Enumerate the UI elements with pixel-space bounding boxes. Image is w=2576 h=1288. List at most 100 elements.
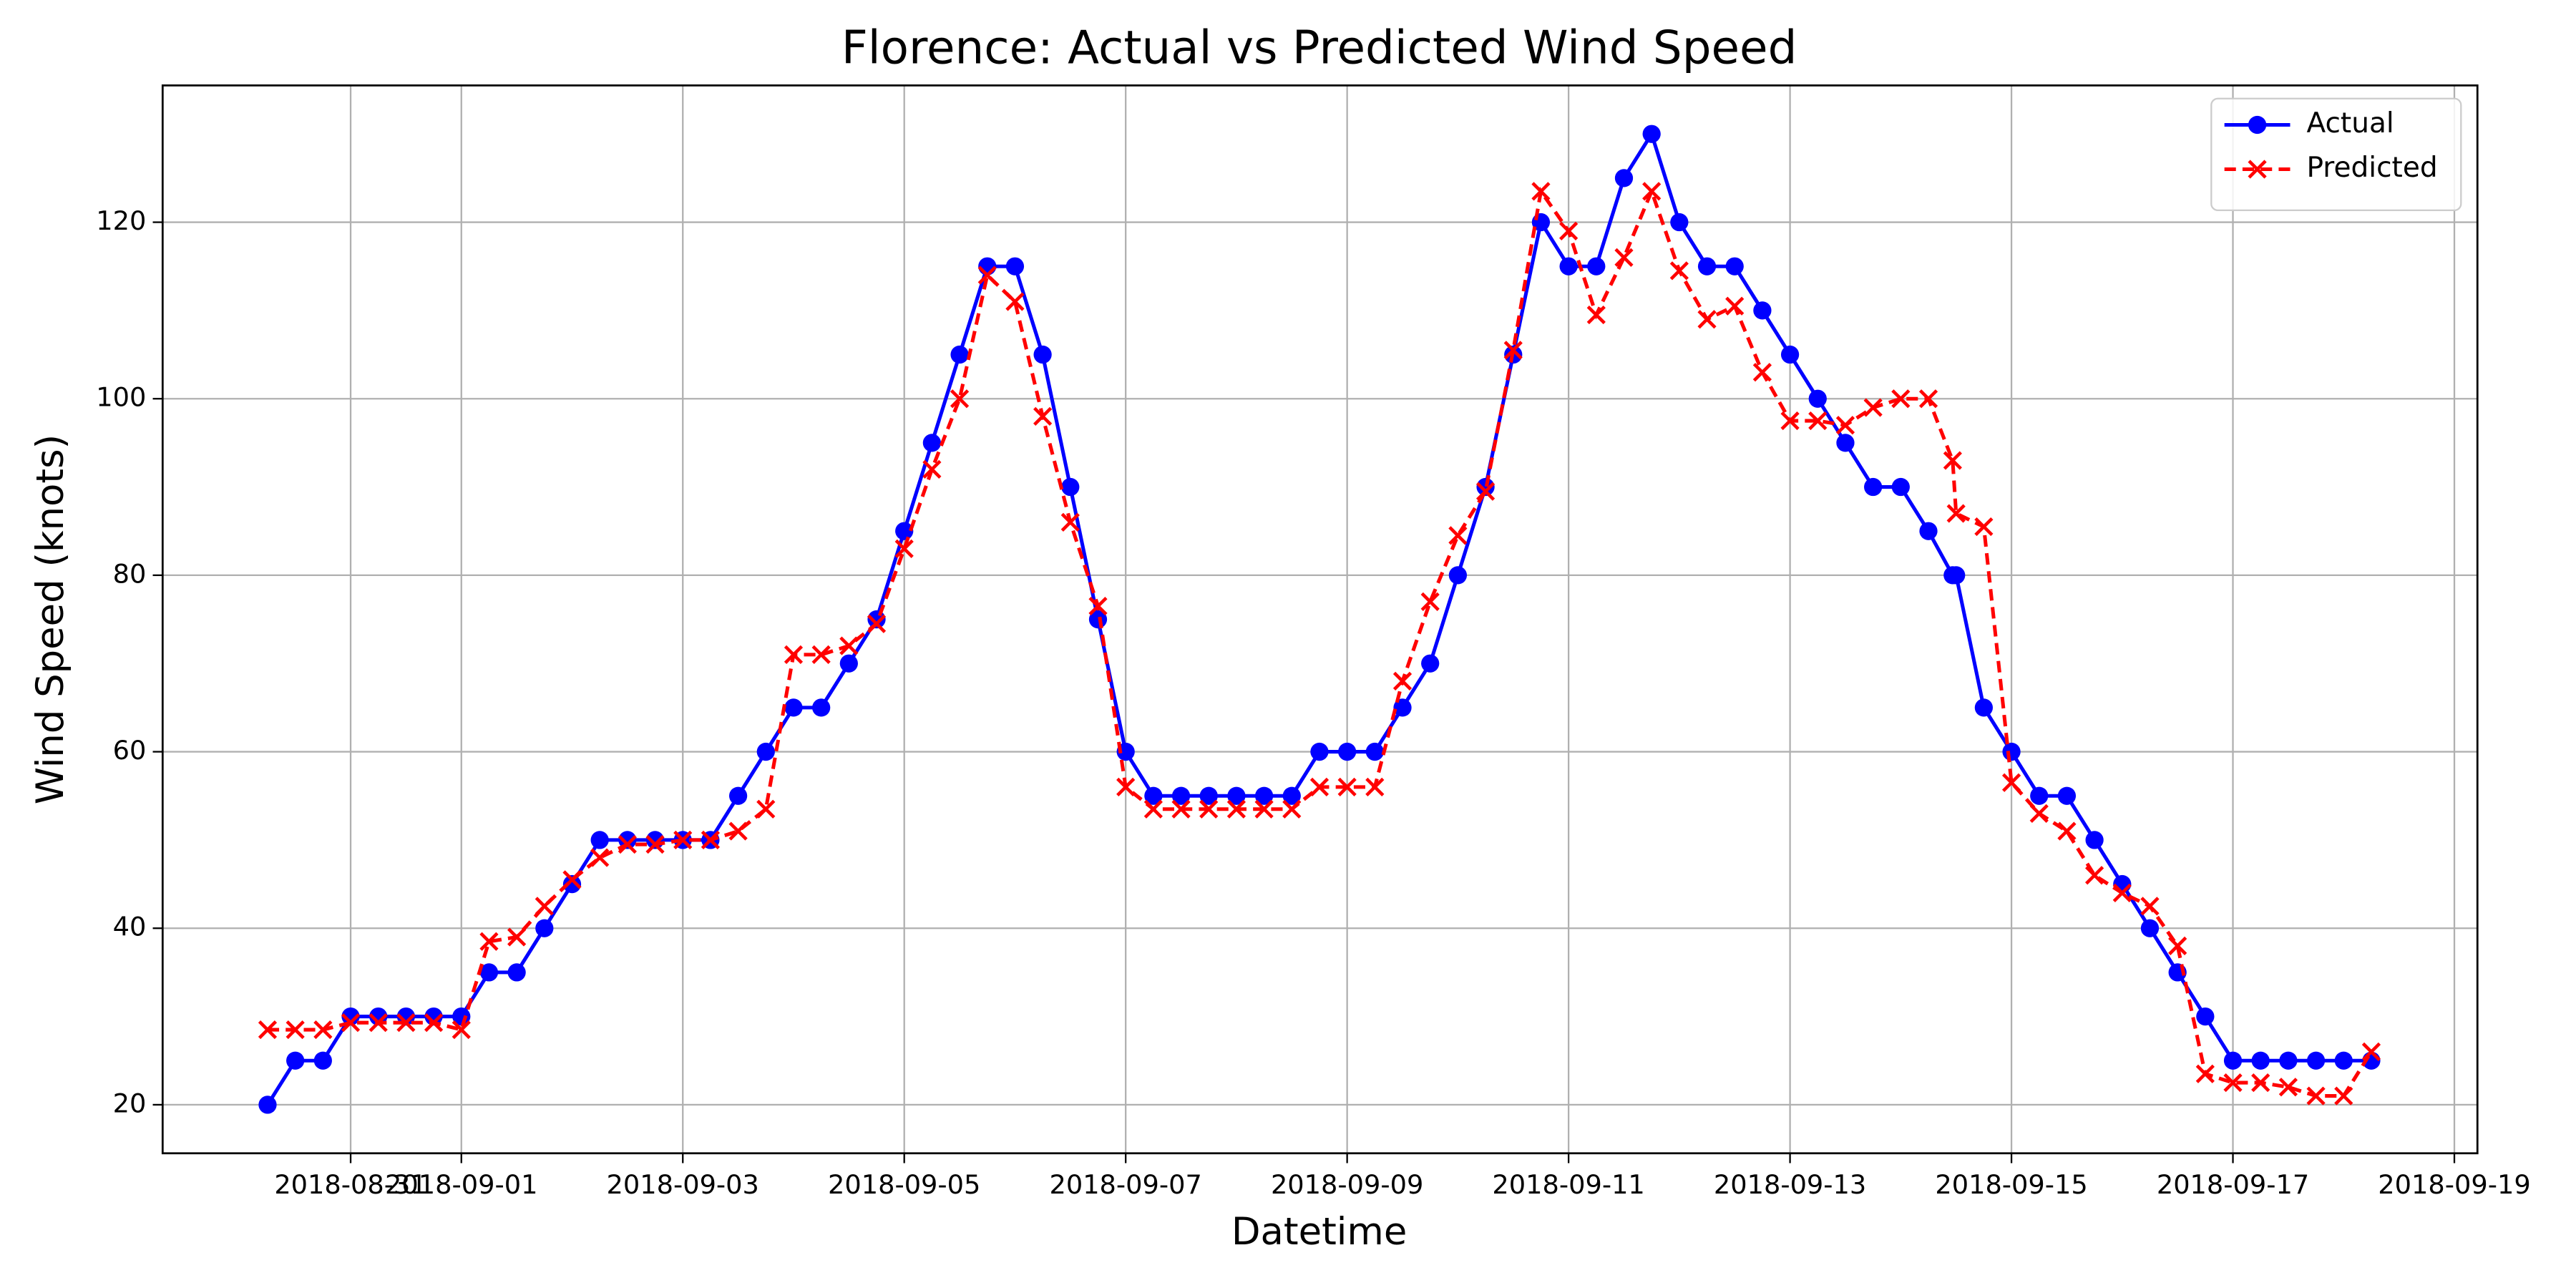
point — [1005, 292, 1025, 311]
point — [341, 1013, 361, 1033]
point — [1254, 786, 1274, 805]
point — [1697, 310, 1717, 329]
point — [922, 434, 942, 452]
point — [2196, 1007, 2215, 1026]
legend-marker — [2248, 115, 2267, 135]
point — [1614, 169, 1634, 187]
point — [1974, 517, 1994, 537]
point — [812, 698, 831, 717]
legend-label: Actual — [2306, 107, 2394, 140]
point — [1060, 512, 1080, 532]
point — [1309, 777, 1330, 796]
point — [2334, 1051, 2353, 1070]
point — [728, 786, 748, 805]
point — [756, 742, 775, 761]
point — [258, 1020, 278, 1040]
point — [2140, 897, 2160, 916]
point — [784, 645, 804, 664]
point — [2195, 1064, 2215, 1083]
point — [1642, 182, 1662, 201]
point — [590, 831, 609, 849]
point — [2057, 786, 2077, 805]
point — [507, 963, 526, 982]
x-tick-label: 2018-09-15 — [1935, 1169, 2087, 1200]
point — [1393, 698, 1412, 717]
point — [479, 963, 499, 982]
point — [1310, 742, 1329, 761]
point — [2140, 919, 2160, 937]
point — [2306, 1086, 2326, 1106]
point — [2085, 831, 2104, 849]
point — [1559, 257, 1578, 275]
point — [2278, 1078, 2298, 1097]
point — [369, 1013, 388, 1033]
point — [1033, 345, 1052, 364]
point — [1725, 257, 1744, 275]
point — [1171, 799, 1191, 819]
point — [2112, 883, 2132, 903]
point — [1919, 522, 1938, 540]
point — [1918, 389, 1938, 409]
point — [978, 257, 997, 275]
point — [1835, 416, 1855, 435]
point — [673, 830, 693, 850]
point — [922, 459, 942, 479]
point — [2279, 1051, 2298, 1070]
point — [1005, 257, 1025, 275]
legend: Actual Predicted — [2210, 97, 2462, 212]
point — [1669, 261, 1689, 280]
x-tick-label: 2018-09-05 — [828, 1169, 980, 1200]
point — [1586, 305, 1606, 325]
point — [396, 1013, 416, 1033]
point — [1448, 566, 1468, 585]
point — [2223, 1051, 2243, 1070]
point — [479, 932, 499, 951]
y-tick-label: 120 — [96, 205, 146, 236]
point — [756, 799, 776, 819]
point — [839, 654, 858, 673]
point — [2251, 1051, 2270, 1070]
point — [950, 389, 970, 409]
point — [1421, 654, 1440, 673]
point — [1227, 786, 1246, 805]
plot-frame — [161, 84, 2479, 1155]
point — [2030, 786, 2049, 805]
point — [1642, 125, 1661, 143]
point — [1780, 345, 1800, 364]
point — [1670, 213, 1689, 232]
point — [1143, 799, 1163, 819]
point — [341, 1007, 360, 1026]
point — [1864, 477, 1883, 497]
point — [618, 834, 637, 854]
y-tick-label: 80 — [113, 558, 147, 589]
point — [1254, 799, 1274, 819]
point — [1947, 566, 1966, 585]
point — [286, 1051, 305, 1070]
point — [2251, 1073, 2270, 1093]
point — [590, 848, 610, 867]
point — [1587, 257, 1606, 275]
point — [258, 1096, 277, 1114]
point — [313, 1020, 333, 1040]
x-tick-label: 2018-09-03 — [607, 1169, 759, 1200]
point — [1420, 592, 1440, 611]
point — [1116, 777, 1136, 796]
point — [701, 830, 721, 850]
point — [2334, 1086, 2353, 1106]
point — [452, 1020, 471, 1040]
y-tick-label: 20 — [113, 1088, 147, 1118]
point — [1171, 786, 1191, 805]
point — [1365, 742, 1384, 761]
x-tick-label: 2018-09-17 — [2157, 1169, 2309, 1200]
point — [1392, 671, 1413, 691]
point — [1974, 698, 1994, 717]
point — [1337, 777, 1357, 796]
point — [867, 614, 887, 633]
point — [2361, 1042, 2381, 1062]
x-tick-label: 2018-09-07 — [1049, 1169, 1201, 1200]
point — [2001, 773, 2021, 792]
point — [1448, 526, 1468, 545]
point — [507, 927, 527, 947]
point — [1282, 786, 1301, 805]
